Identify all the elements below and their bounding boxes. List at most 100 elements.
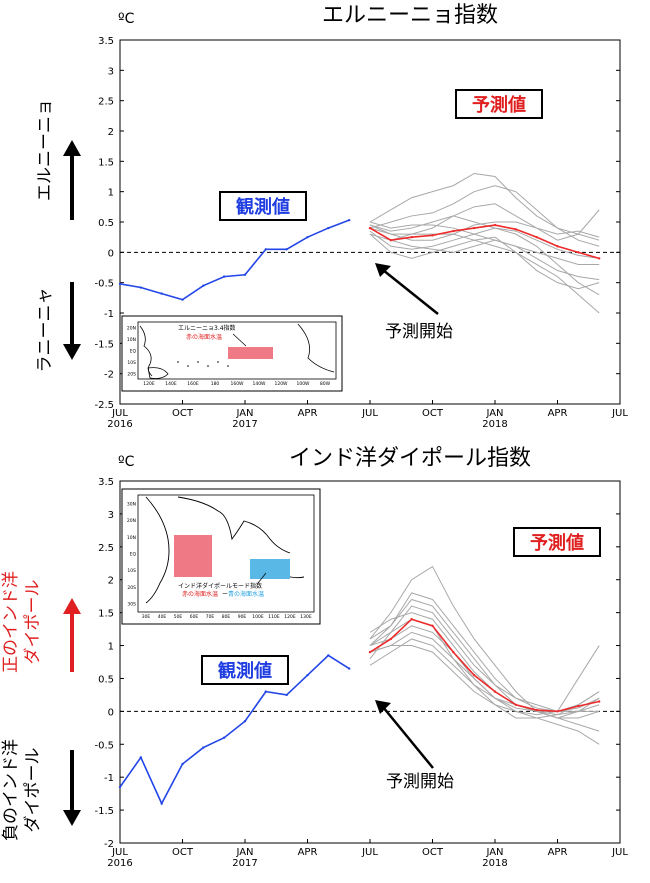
y-tick-label: 0: [108, 707, 114, 718]
x-tick-label: JUL: [111, 408, 128, 419]
forecast-member-line: [369, 565, 600, 719]
observed-point: [306, 673, 309, 677]
west-region: [174, 535, 212, 577]
inset-lon-label: 160W: [230, 381, 244, 387]
x-tick-label: APR: [298, 408, 318, 419]
observed-point: [181, 762, 184, 766]
y-tick-label: 1: [108, 642, 114, 653]
x-tick-label: APR: [548, 847, 568, 858]
forecast-member-line: [369, 221, 600, 241]
observed-point: [347, 667, 351, 670]
forecast-member-line: [369, 203, 600, 241]
observed-point: [118, 785, 122, 789]
observed-label: 観測値: [236, 196, 290, 218]
forecast-mean-point: [389, 239, 393, 242]
forecast-mean-point: [452, 650, 455, 654]
y-tick-label: -0.5: [94, 279, 114, 290]
forecast-start-label: 予測開始: [385, 322, 453, 342]
inset-lat-label: 20S: [127, 585, 136, 591]
observed-point: [306, 235, 309, 239]
observed-point: [139, 286, 143, 289]
y-tick-label: 3.5: [98, 477, 114, 488]
y-tick-label: -0.5: [94, 740, 114, 751]
forecast-member-line: [369, 605, 600, 716]
observed-point: [285, 693, 288, 697]
land-outline: [297, 323, 335, 373]
x-tick-label: OCT: [172, 408, 194, 419]
inset-lat-label: 30N: [127, 501, 136, 507]
forecast-start-arrow: [382, 269, 439, 315]
unit-label: ºC: [118, 11, 135, 27]
side-label-down: 負のインド洋: [1, 739, 21, 841]
chart-title: エルニーニョ指数: [322, 3, 498, 28]
inset-lon-label: 130E: [300, 614, 312, 620]
unit-label: ºC: [118, 454, 135, 470]
inset-pointer: [232, 333, 247, 347]
observed-point: [160, 802, 163, 805]
forecast-mean-point: [597, 257, 601, 260]
forecast-member-line: [369, 185, 600, 247]
forecast-mean-point: [452, 229, 455, 233]
side-label-up: 正のインド洋: [1, 571, 21, 673]
observed-point: [118, 282, 122, 286]
inset-lat-label: EQ: [130, 552, 137, 558]
forecast-member-line: [369, 227, 600, 259]
y-tick-label: -1.5: [94, 806, 114, 817]
land-outline: [147, 367, 169, 379]
arrow-head: [375, 263, 391, 277]
observed-label-box: [219, 191, 307, 221]
inset-lat-label: 10N: [127, 535, 136, 541]
x-tick-year: 2017: [232, 858, 257, 869]
x-tick-label: OCT: [422, 408, 444, 419]
observed-point: [202, 746, 205, 749]
forecast-mean-point: [577, 704, 580, 708]
side-label-up: エルニーニョ: [35, 99, 55, 201]
forecast-label: 予測値: [530, 532, 584, 554]
observed-point: [160, 292, 163, 295]
inset-sublabel-blue: 青の海面水温: [228, 590, 264, 598]
forecast-mean-point: [535, 235, 538, 239]
y-tick-label: 1: [108, 188, 114, 199]
y-tick-label: 2.5: [98, 97, 114, 108]
island-dot: [187, 365, 189, 367]
x-tick-label: JAN: [235, 408, 253, 419]
forecast-member-line: [369, 221, 600, 265]
island-dot: [207, 365, 209, 367]
x-tick-label: JUL: [111, 847, 128, 858]
y-tick-label: 1.5: [98, 609, 114, 620]
y-tick-label: 3.5: [98, 36, 114, 47]
inset-map-area: [137, 494, 315, 613]
y-tick-label: 0: [108, 248, 114, 259]
x-tick-year: 2017: [232, 419, 257, 430]
forecast-member-line: [369, 215, 600, 296]
observed-point: [285, 248, 288, 251]
island-dot: [177, 361, 179, 363]
inset-lon-label: 140W: [252, 381, 266, 387]
land-outline: [145, 496, 170, 604]
forecast-mean-point: [514, 703, 518, 706]
island-dot: [227, 365, 229, 367]
forecast-member-line: [369, 645, 600, 716]
side-label-up-2: ダイポール: [23, 580, 43, 665]
forecast-mean-point: [472, 673, 476, 677]
observed-point: [243, 720, 247, 723]
chart-panel-1: エルニーニョ指数 ºC 3.5 3 2.5 2 1.5 1 0.5 0 -0.5 -1 -1.5 -2 -2…: [35, 3, 628, 430]
forecast-start-arrow: [382, 706, 434, 769]
forecast-mean-point: [472, 226, 476, 230]
observed-line: [119, 219, 350, 301]
x-tick-label: APR: [548, 408, 568, 419]
inset-lon-label: 80E: [222, 614, 231, 620]
y-tick-label: 3: [108, 510, 114, 521]
forecast-mean-point: [431, 234, 434, 237]
observed-point: [222, 275, 226, 278]
x-tick-label: JUL: [361, 847, 378, 858]
observed-point: [347, 218, 351, 222]
forecast-start-label: 予測開始: [386, 772, 454, 792]
nino34-region: [228, 347, 273, 359]
y-tick-label: -1.5: [94, 339, 114, 350]
x-tick-label: OCT: [172, 847, 194, 858]
forecast-member-line: [369, 233, 600, 290]
observed-line: [119, 654, 350, 806]
inset-lon-label: 120E: [143, 381, 155, 387]
y-tick-label: -1: [104, 309, 114, 320]
